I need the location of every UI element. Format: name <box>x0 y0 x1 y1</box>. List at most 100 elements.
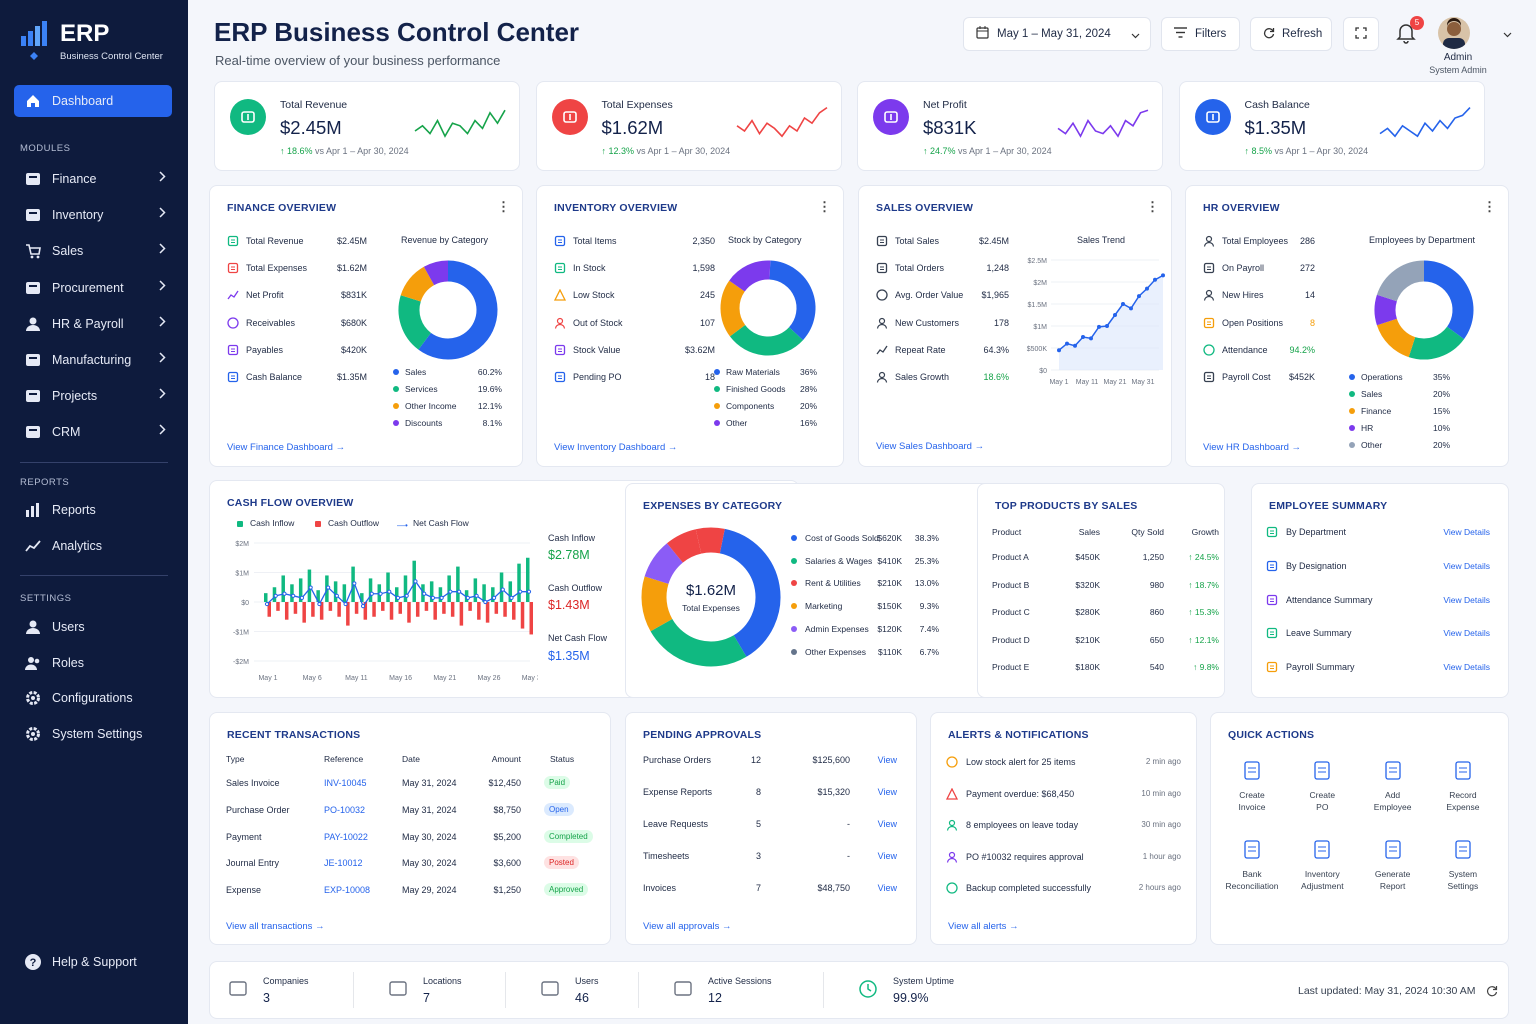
sales-row-icon <box>876 263 888 274</box>
view-all-transactions-link[interactable]: View all transactions → <box>226 921 325 932</box>
view-details-link[interactable]: View Details <box>1443 560 1490 571</box>
alert-message: PO #10032 requires approval <box>966 851 1084 862</box>
more-menu-icon[interactable]: ⋮ <box>818 199 831 214</box>
configurations-icon <box>24 689 42 707</box>
notifications-button[interactable]: 5 <box>1396 16 1424 46</box>
nav-roles[interactable]: Roles <box>14 647 172 679</box>
expense-category: Marketing <box>805 601 843 612</box>
nav-system-settings[interactable]: System Settings <box>14 718 172 750</box>
data-point <box>1081 335 1085 339</box>
quick-action-label: PO <box>1316 802 1329 812</box>
data-point <box>1073 343 1077 348</box>
nav-inventory[interactable]: Inventory <box>14 199 172 231</box>
view-sales-dashboard-link[interactable]: View Sales Dashboard → <box>876 441 985 452</box>
nav-manufacturing[interactable]: Manufacturing <box>14 344 172 376</box>
quick-action-inventory-adjustment[interactable]: Inventory Adjustment <box>1292 840 1352 900</box>
quick-action-generate-report[interactable]: Generate Report <box>1363 840 1423 900</box>
tx-amount: $5,200 <box>493 831 521 842</box>
view-details-link[interactable]: View Details <box>1443 527 1490 537</box>
kpi-card-total-revenue: Total Revenue $2.45M ↑ 18.6% vs Apr 1 – Ap… <box>214 81 520 171</box>
quick-action-create-invoice[interactable]: Create Invoice <box>1222 761 1282 821</box>
donut-slice <box>650 618 747 667</box>
outflow-bar <box>293 602 298 614</box>
data-point <box>465 595 470 600</box>
inflow-bar <box>464 590 469 602</box>
view-details-link[interactable]: View Details <box>1443 662 1490 673</box>
footer-stat-icon <box>541 981 559 996</box>
nav-reports[interactable]: Reports <box>14 494 172 526</box>
inflow-bar <box>281 575 285 602</box>
view-details-link[interactable]: View Details <box>1443 594 1490 605</box>
nav-projects[interactable]: Projects <box>14 380 172 412</box>
reports-icon <box>24 501 42 519</box>
alert-message: Backup completed successfully <box>966 883 1092 894</box>
view-approval-link[interactable]: View <box>877 883 897 894</box>
view-approval-link[interactable]: View <box>877 787 897 798</box>
nav-procurement[interactable]: Procurement <box>14 272 172 304</box>
view-hr-dashboard-link[interactable]: View HR Dashboard → <box>1203 442 1302 453</box>
nav-configurations[interactable]: Configurations <box>14 682 172 714</box>
tx-reference-link[interactable]: INV-10045 <box>324 778 367 788</box>
view-finance-dashboard-link[interactable]: View Finance Dashboard → <box>227 442 346 453</box>
view-approval-link[interactable]: View <box>877 819 897 830</box>
more-menu-icon[interactable]: ⋮ <box>1146 199 1159 214</box>
nav-analytics[interactable]: Analytics <box>14 530 172 562</box>
hr-row-icon <box>1203 317 1215 328</box>
quick-action-label: Adjustment <box>1301 881 1344 891</box>
more-menu-icon[interactable]: ⋮ <box>497 199 510 214</box>
nav-users[interactable]: Users <box>14 611 172 643</box>
quick-action-create-po[interactable]: Create PO <box>1292 761 1352 821</box>
nav-crm[interactable]: CRM <box>14 416 172 448</box>
view-approval-link[interactable]: View <box>877 851 897 862</box>
data-point <box>264 601 270 607</box>
kpi-change-value: 12.3% <box>608 146 635 156</box>
refresh-button[interactable]: Refresh <box>1250 17 1332 51</box>
quick-action-bank-reconciliation[interactable]: Bank Reconciliation <box>1222 840 1282 900</box>
kpi-change: ↑ 12.3% vs Apr 1 – Apr 30, 2024 <box>602 146 731 156</box>
footer-stat-label: Users <box>575 976 599 986</box>
nav-finance[interactable]: Finance <box>14 163 172 195</box>
kpi-compare: vs Apr 1 – Apr 30, 2024 <box>634 146 731 156</box>
sparkline <box>1379 107 1471 138</box>
nav-help-support[interactable]: ? Help & Support <box>14 946 172 978</box>
view-approval-link[interactable]: View <box>877 755 897 765</box>
nav-sales[interactable]: Sales <box>14 235 172 267</box>
quick-action-record-expense[interactable]: Record Expense <box>1433 761 1493 821</box>
filters-button[interactable]: Filters <box>1161 17 1240 51</box>
nav-hr-payroll[interactable]: HR & Payroll <box>14 308 172 340</box>
chevron-down-icon[interactable] <box>1503 30 1512 41</box>
data-point <box>326 585 331 590</box>
data-point <box>1161 273 1165 278</box>
quick-action-system-settings[interactable]: System Settings <box>1433 840 1493 900</box>
tx-reference-link[interactable]: PO-10032 <box>324 804 366 815</box>
quick-action-add-employee[interactable]: Add Employee <box>1363 761 1423 821</box>
avatar[interactable] <box>1438 17 1470 49</box>
data-point <box>343 601 348 607</box>
view-inventory-dashboard-link[interactable]: View Inventory Dashboard → <box>554 442 678 453</box>
nav-dashboard[interactable]: Dashboard <box>14 85 172 117</box>
alert-time: 1 hour ago <box>1142 851 1181 861</box>
tx-reference-link[interactable]: JE-10012 <box>324 858 363 869</box>
refresh-icon[interactable] <box>1486 985 1498 1000</box>
expenses-center-value: $1.62M <box>685 582 737 599</box>
inflow-bar <box>526 557 530 602</box>
view-details-link[interactable]: View Details <box>1443 628 1490 639</box>
refresh-icon <box>1263 27 1275 42</box>
view-all-approvals-link[interactable]: View all approvals → <box>643 921 732 932</box>
more-menu-icon[interactable]: ⋮ <box>1483 199 1496 214</box>
inventory-metric-label: Stock Value <box>573 344 621 355</box>
fullscreen-button[interactable] <box>1343 17 1379 51</box>
view-all-alerts-link[interactable]: View all alerts → <box>948 921 1019 932</box>
x-tick-label: May 31 <box>1132 379 1155 386</box>
approval-amount: - <box>847 851 850 862</box>
tx-reference-link[interactable]: PAY-10022 <box>324 831 368 842</box>
inflow-bar <box>429 581 434 602</box>
svg-text:$2M: $2M <box>235 541 249 548</box>
inflow-value: $2.78M <box>548 548 590 562</box>
outflow-bar <box>398 602 402 614</box>
tx-reference-link[interactable]: EXP-10008 <box>324 885 371 896</box>
sales-row-icon <box>876 235 888 247</box>
date-range-picker[interactable]: May 1 – May 31, 2024 <box>963 17 1151 51</box>
outflow-bar <box>276 602 280 611</box>
